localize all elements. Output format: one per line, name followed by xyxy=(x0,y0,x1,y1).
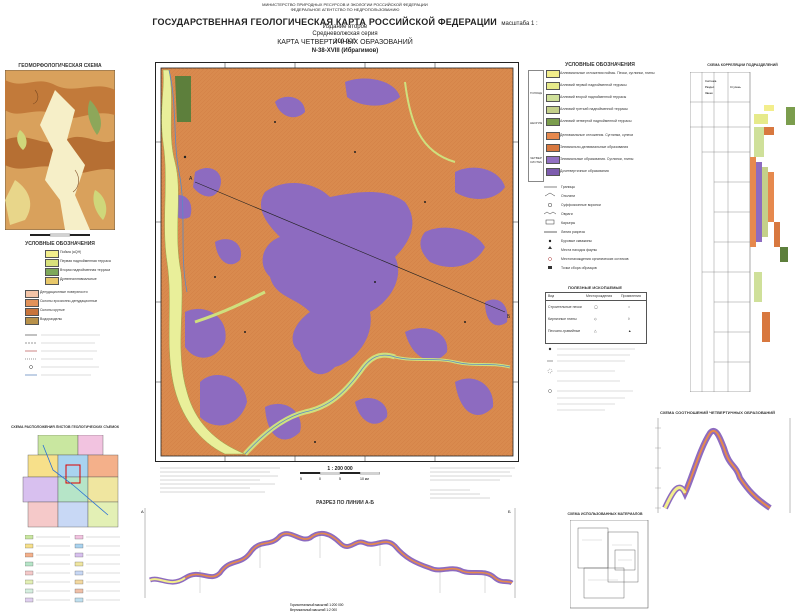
floodplain-river xyxy=(161,69,246,455)
sheet-index xyxy=(570,520,649,609)
table-cell: ◯ xyxy=(594,305,598,309)
corr-header: Система xyxy=(705,79,717,83)
legend-symbol: Местонахождения органических остатков xyxy=(561,257,629,261)
legend-symbols: Границы Оползни Суффозионные воронки Овр… xyxy=(543,185,663,285)
table-cell: ▲ xyxy=(628,329,632,333)
sheet-index-title: СХЕМА ИСПОЛЬЗОВАННЫХ МАТЕРИАЛОВ xyxy=(567,512,643,516)
legend-symbol: Места находок фауны xyxy=(561,248,598,252)
table-cell: Песчано-гравийные xyxy=(548,329,581,333)
edition: Издание второе xyxy=(322,24,368,30)
table-cell: ◇ xyxy=(594,317,597,321)
map-type: КАРТА ЧЕТВЕРТИЧНЫХ ОБРАЗОВАНИЙ xyxy=(277,39,413,46)
corr-header: Ступень xyxy=(730,85,741,89)
legend-symbol: Линия разреза xyxy=(561,230,585,234)
section-title: РАЗРЕЗ ПО ЛИНИИ А-Б xyxy=(316,500,374,506)
section-end-label: Б xyxy=(508,509,511,514)
map-scale-text: масштаба 1 : 200 000 xyxy=(334,21,538,45)
table-cell: Строительные пески xyxy=(548,305,582,309)
ratio-scheme xyxy=(655,418,791,513)
scale-tick: 5 xyxy=(300,477,302,481)
legend-symbol: Границы xyxy=(561,185,575,189)
scale-tick: 10 км xyxy=(360,477,369,481)
corr-header: Звено xyxy=(705,91,713,95)
index-map-title: СХЕМА РАСПОЛОЖЕНИЯ ЛИСТОВ ГЕОЛОГИЧЕСКИХ … xyxy=(10,425,120,429)
geomorph-title: ГЕОМОРФОЛОГИЧЕСКАЯ СХЕМА xyxy=(18,63,102,69)
table-cell: ◊ xyxy=(628,317,630,321)
legend-symbol: Карьеры xyxy=(561,221,576,225)
index-legend-swatches xyxy=(24,534,120,603)
legend-title: УСЛОВНЫЕ ОБОЗНАЧЕНИЯ xyxy=(565,62,635,68)
minerals-table: Вид Месторождения Проявления Строительны… xyxy=(545,292,647,344)
credits-right xyxy=(430,467,515,499)
section-hscale: Горизонтальный масштаб 1:200 000 xyxy=(290,603,344,607)
eluvium-areas xyxy=(170,78,508,440)
legend-symbol-glyphs xyxy=(543,186,557,269)
map-scalebar: 5 0 5 10 км xyxy=(300,472,380,481)
legend-extra-notes xyxy=(547,347,635,411)
series: Средневолжская серия xyxy=(312,31,378,37)
legend-symbol: Овраги xyxy=(561,212,573,216)
scale-tick: 0 xyxy=(319,477,321,481)
ratio-scheme-title: СХЕМА СООТНОШЕНИЙ ЧЕТВЕРТИЧНЫХ ОБРАЗОВАН… xyxy=(659,410,776,415)
minerals-table-title: ПОЛЕЗНЫЕ ИСКОПАЕМЫЕ xyxy=(567,285,623,290)
map-title: ГОСУДАРСТВЕННАЯ ГЕОЛОГИЧЕСКАЯ КАРТА РОСС… xyxy=(152,17,497,27)
table-header: Проявления xyxy=(621,294,641,298)
geomorph-legend-title: УСЛОВНЫЕ ОБОЗНАЧЕНИЯ xyxy=(25,241,95,247)
section-line xyxy=(194,181,506,313)
table-cell: Кирпичные глины xyxy=(548,317,577,321)
legend-units: ГОЛОЦЕН НЕОПЛЕЙСТОЦЕН ЧЕТВЕРТИЧНАЯ СИСТЕ… xyxy=(528,70,663,250)
correlation-title: СХЕМА КОРРЕЛЯЦИИ ПОДРАЗДЕЛЕНИЙ xyxy=(707,63,778,67)
legend-symbol: Буровые скважины xyxy=(561,239,592,243)
legend-side-label: ГОЛОЦЕН xyxy=(530,91,542,95)
table-cell: ○ xyxy=(628,305,631,309)
legend-side-label: НЕОПЛЕЙСТОЦЕН xyxy=(530,121,542,125)
cross-section: А Б Горизонтальный масштаб 1:200 000 Вер… xyxy=(141,508,516,612)
section-start-label: А xyxy=(141,509,144,514)
geomorph-map xyxy=(5,70,115,230)
map-scale-label: 1 : 200 000 xyxy=(327,466,353,472)
legend-symbol: Точки сбора образцов xyxy=(561,266,597,270)
index-map xyxy=(22,435,119,528)
main-geological-map: А Б xyxy=(155,62,519,462)
legend-symbol: Суффозионные воронки xyxy=(561,203,601,207)
sheet-number: N-38-XVIII (Ибрагимов) xyxy=(311,48,379,54)
legend-side-label: ЧЕТВЕРТИЧНАЯ СИСТЕМА xyxy=(530,156,542,164)
agency-line: ФЕДЕРАЛЬНОЕ АГЕНТСТВО ПО НЕДРОПОЛЬЗОВАНИ… xyxy=(290,7,400,12)
geomorph-symbols xyxy=(25,334,100,376)
credits-left xyxy=(160,467,280,493)
legend-swatch xyxy=(45,250,59,258)
section-line-start: А xyxy=(189,176,193,182)
section-vscale: Вертикальный масштаб 1:2 000 xyxy=(290,608,337,612)
table-header: Вид xyxy=(548,294,555,298)
legend-symbol: Оползни xyxy=(561,194,576,198)
correlation-table: Система Раздел Звено Ступень xyxy=(690,72,795,392)
dark-terrace xyxy=(175,76,191,122)
geomorph-scalebar xyxy=(30,233,90,237)
scale-tick: 5 xyxy=(339,477,341,481)
geomorph-legend: Пойма (aQH) Первая надпойменная терраса … xyxy=(10,250,115,390)
ministry-line: МИНИСТЕРСТВО ПРИРОДНЫХ РЕСУРСОВ И ЭКОЛОГ… xyxy=(262,2,428,7)
legend-side-column: ГОЛОЦЕН НЕОПЛЕЙСТОЦЕН ЧЕТВЕРТИЧНАЯ СИСТЕ… xyxy=(528,70,544,182)
map-title-block: ГОСУДАРСТВЕННАЯ ГЕОЛОГИЧЕСКАЯ КАРТА РОСС… xyxy=(150,12,540,48)
table-cell: △ xyxy=(594,329,597,333)
table-header: Месторождения xyxy=(586,294,613,298)
corr-header: Раздел xyxy=(705,85,715,89)
index-map-legend xyxy=(24,534,125,610)
section-line-end: Б xyxy=(507,314,511,320)
